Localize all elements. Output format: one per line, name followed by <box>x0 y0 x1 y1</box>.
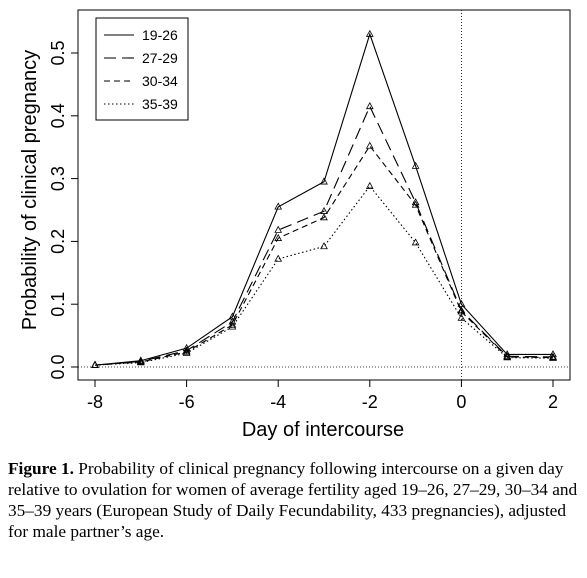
fertility-line-chart: -8 -6 -4 -2 0 2 0.0 0.1 0.2 0.3 0.4 0.5 19-26 27-29 3… <box>19 9 571 441</box>
series-line-30-34 <box>94 144 554 366</box>
series-line-35-39 <box>94 185 554 366</box>
x-tick-label: -4 <box>270 392 286 412</box>
data-point-27-29 <box>457 306 466 314</box>
y-tick-label: 0.3 <box>48 166 68 191</box>
data-point-35-39 <box>365 181 374 189</box>
y-tick-label: 0.0 <box>48 354 68 379</box>
data-point-35-39 <box>91 360 99 368</box>
data-point-27-29 <box>365 102 374 110</box>
x-tick-label: -8 <box>87 392 103 412</box>
data-point-35-39 <box>503 353 512 361</box>
x-tick-label: -2 <box>362 392 378 412</box>
y-tick-label: 0.1 <box>48 292 68 317</box>
figure-caption-text: Probability of clinical pregnancy follow… <box>8 459 578 541</box>
data-point-30-34 <box>274 233 283 241</box>
legend: 19-26 27-29 30-34 35-39 <box>95 17 189 121</box>
data-point-35-39 <box>274 254 283 262</box>
x-tick-label: 2 <box>548 392 558 412</box>
plot-area <box>78 10 570 380</box>
data-point-35-39 <box>136 358 145 366</box>
data-point-19-26 <box>365 29 374 37</box>
data-point-19-26 <box>320 177 328 185</box>
series-line-19-26 <box>94 32 553 366</box>
data-point-30-34 <box>182 347 191 355</box>
data-point-30-34 <box>411 200 420 208</box>
data-point-35-39 <box>411 238 420 246</box>
x-tick-label: 0 <box>456 392 466 412</box>
data-point-30-34 <box>320 213 328 221</box>
figure-caption-label: Figure 1. <box>8 459 74 478</box>
y-tick-label: 0.4 <box>48 103 68 128</box>
data-point-35-39 <box>228 322 237 330</box>
data-point-35-39 <box>182 348 191 356</box>
data-point-35-39 <box>320 242 328 250</box>
legend-label-35-39: 35-39 <box>142 96 178 112</box>
plot-frame <box>77 9 571 381</box>
data-point-19-26 <box>411 161 420 169</box>
data-point-19-26 <box>274 202 283 210</box>
legend-label-27-29: 27-29 <box>142 50 178 66</box>
x-tick-label: -6 <box>179 392 195 412</box>
data-point-30-34 <box>365 141 374 149</box>
y-tick-label: 0.5 <box>48 40 68 65</box>
x-axis-title: Day of intercourse <box>242 419 404 441</box>
figure-caption: Figure 1. Probability of clinical pregna… <box>8 458 582 542</box>
series-line-27-29 <box>94 105 554 366</box>
data-point-35-39 <box>457 313 466 321</box>
y-axis-title: Probability of clinical pregnancy <box>19 50 41 330</box>
axes: -8 -6 -4 -2 0 2 0.0 0.1 0.2 0.3 0.4 0.5 <box>48 9 571 412</box>
legend-label-30-34: 30-34 <box>142 73 178 89</box>
y-tick-label: 0.2 <box>48 229 68 254</box>
legend-label-19-26: 19-26 <box>142 27 178 43</box>
data-point-35-39 <box>549 353 557 361</box>
data-point-27-29 <box>274 225 283 233</box>
